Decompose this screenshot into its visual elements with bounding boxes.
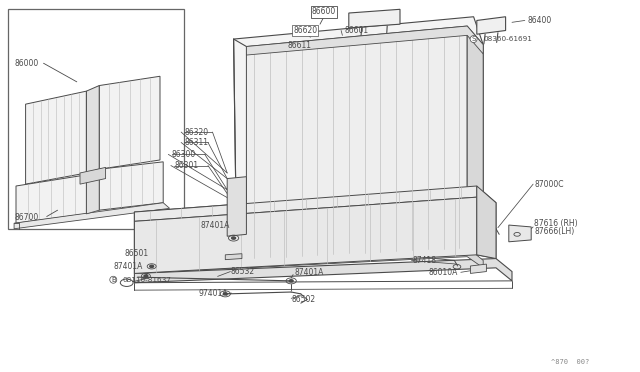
Polygon shape — [26, 91, 86, 184]
Polygon shape — [134, 197, 477, 273]
Text: 97401A: 97401A — [198, 289, 228, 298]
Circle shape — [223, 293, 227, 295]
Text: 86532: 86532 — [230, 267, 255, 276]
Text: 86700: 86700 — [14, 213, 38, 222]
Circle shape — [144, 275, 148, 277]
Text: 86501: 86501 — [125, 249, 149, 258]
Text: 87401A: 87401A — [114, 262, 143, 271]
Text: 86502: 86502 — [291, 295, 316, 304]
Polygon shape — [225, 254, 242, 260]
Polygon shape — [477, 186, 496, 259]
Polygon shape — [16, 175, 86, 223]
Text: 86601: 86601 — [344, 26, 369, 35]
Polygon shape — [99, 162, 163, 210]
Polygon shape — [477, 17, 506, 34]
Circle shape — [150, 265, 154, 267]
Circle shape — [289, 280, 293, 282]
Polygon shape — [134, 186, 496, 273]
Text: 86010A: 86010A — [429, 268, 458, 277]
Text: 87401A: 87401A — [200, 221, 230, 230]
Polygon shape — [509, 225, 531, 242]
Polygon shape — [134, 186, 477, 221]
Text: 87418: 87418 — [413, 256, 437, 265]
Text: S: S — [472, 36, 476, 42]
Polygon shape — [349, 9, 400, 28]
Polygon shape — [14, 203, 170, 229]
Polygon shape — [246, 247, 483, 268]
Text: 86620: 86620 — [293, 26, 317, 35]
Polygon shape — [86, 86, 99, 173]
Text: 86611: 86611 — [288, 41, 312, 50]
Circle shape — [232, 237, 236, 239]
Text: 87000C: 87000C — [534, 180, 564, 189]
Text: 87616 (RH): 87616 (RH) — [534, 219, 578, 228]
Polygon shape — [470, 264, 486, 273]
Text: 86320: 86320 — [184, 128, 209, 137]
Text: 86301: 86301 — [174, 161, 198, 170]
Text: 86300: 86300 — [172, 150, 196, 159]
Text: 86311: 86311 — [184, 138, 209, 147]
Polygon shape — [99, 76, 160, 169]
Polygon shape — [80, 167, 106, 184]
Polygon shape — [246, 26, 467, 259]
Polygon shape — [234, 17, 483, 262]
Text: 86400: 86400 — [528, 16, 552, 25]
Text: 87666(LH): 87666(LH) — [534, 227, 575, 236]
Text: 08360-61691: 08360-61691 — [483, 36, 532, 42]
Text: 86000: 86000 — [14, 59, 38, 68]
Bar — [8, 9, 184, 229]
Polygon shape — [86, 169, 99, 214]
Text: B: B — [111, 277, 116, 283]
Text: 87401A: 87401A — [294, 268, 324, 277]
Polygon shape — [134, 259, 512, 283]
Polygon shape — [227, 177, 246, 236]
Text: ^870  00?: ^870 00? — [550, 359, 589, 365]
Text: 86600: 86600 — [312, 7, 336, 16]
Polygon shape — [246, 26, 483, 55]
Text: 08116-81637: 08116-81637 — [123, 277, 172, 283]
Polygon shape — [467, 26, 483, 247]
